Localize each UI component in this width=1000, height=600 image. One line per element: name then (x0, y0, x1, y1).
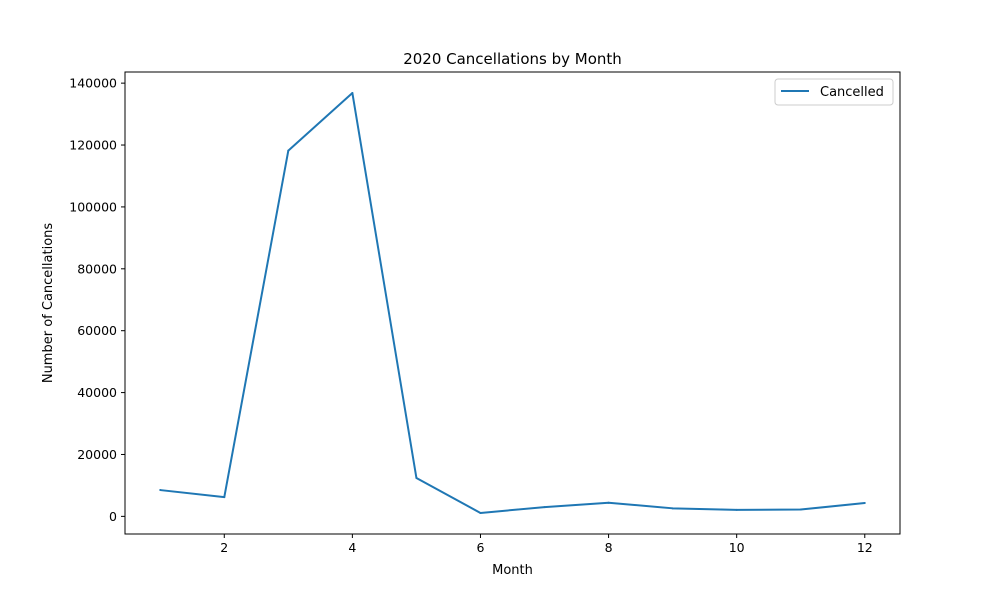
legend-box (774, 78, 894, 106)
plot-area (124, 71, 901, 535)
y-tick-label: 120000 (69, 138, 117, 153)
data-point (671, 507, 674, 510)
y-axis-ticks: 0 20000 40000 60000 80000 100000 120000 140000 (69, 76, 125, 524)
legend-label: Cancelled (820, 85, 884, 100)
plot-frame (124, 71, 901, 535)
series-line-cancelled (160, 92, 865, 514)
data-point (543, 506, 546, 509)
data-point (159, 489, 162, 492)
data-point (607, 501, 610, 504)
y-tick-label: 20000 (77, 447, 117, 462)
data-point (351, 92, 354, 95)
y-tick-label: 140000 (69, 76, 117, 91)
data-point (799, 508, 802, 511)
x-tick-label: 12 (857, 540, 873, 555)
x-tick-label: 6 (476, 540, 484, 555)
data-point (863, 502, 866, 505)
data-point (479, 511, 482, 514)
data-point (223, 496, 226, 499)
y-tick-label: 100000 (69, 199, 117, 214)
y-tick-label: 80000 (77, 261, 117, 276)
legend: Cancelled (774, 78, 894, 106)
x-tick-label: 4 (348, 540, 356, 555)
x-axis-ticks: 2 4 6 8 10 12 (220, 534, 873, 555)
y-tick-label: 0 (109, 509, 117, 524)
x-tick-label: 2 (220, 540, 228, 555)
y-tick-label: 40000 (77, 385, 117, 400)
data-point (735, 508, 738, 511)
x-axis-label: Month (492, 563, 533, 578)
x-tick-label: 10 (729, 540, 745, 555)
y-tick-label: 60000 (77, 323, 117, 338)
y-axis-label: Number of Cancellations (41, 223, 56, 384)
data-point (287, 149, 290, 152)
series-layer (159, 92, 866, 514)
data-point (415, 476, 418, 479)
x-tick-label: 8 (605, 540, 613, 555)
chart-title: 2020 Cancellations by Month (403, 50, 622, 68)
